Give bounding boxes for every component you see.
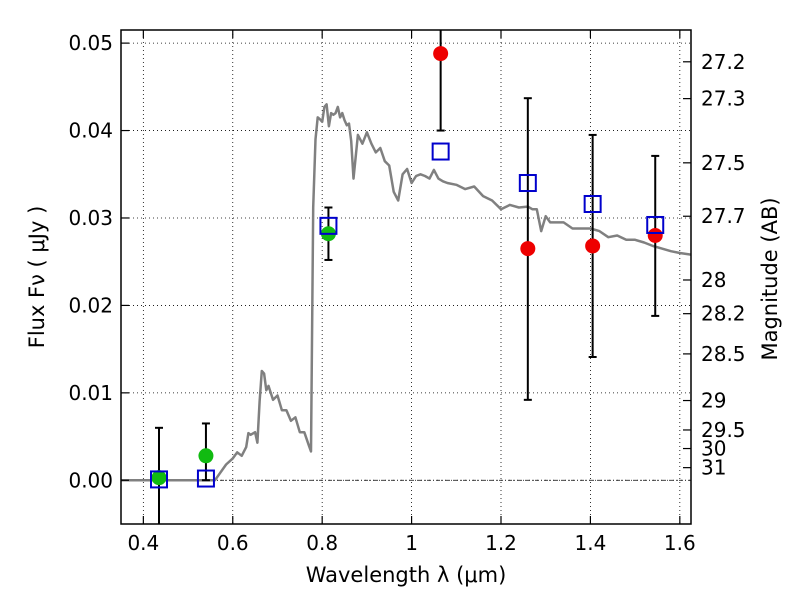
- x-axis-title: Wavelength λ (μm): [306, 563, 507, 587]
- x-tick-label-0: 0.4: [127, 531, 159, 555]
- x-tick-label-6: 1.6: [664, 531, 696, 555]
- filled_green-point-1: [198, 448, 214, 464]
- model-photometry-square-6: [646, 215, 665, 234]
- mag-tick-label-8: 29.5: [701, 418, 746, 442]
- mag-tick-label-5: 28.2: [701, 302, 746, 326]
- model-photometry-square-3: [431, 142, 450, 161]
- mag-tick-label-3: 27.7: [701, 204, 746, 228]
- model-photometry-square-0: [150, 470, 168, 489]
- filled_red-errorbar-0: [436, 30, 445, 132]
- plot-frame: [120, 29, 692, 525]
- mag-tick-label-0: 27.2: [701, 50, 746, 74]
- axis-ticks: 0.4 0.6 0.8 1 1.2 1.4 1.6 0.00 0.01 0.02 0.03 0.04 0…: [68, 30, 746, 555]
- filled_red-point-2: [585, 238, 601, 254]
- model-photometry-square-1: [196, 469, 215, 488]
- y2-axis-title: Magnitude (AB): [758, 197, 782, 360]
- mag-tick-label-6: 28.5: [701, 342, 746, 366]
- y-tick-label-5: 0.05: [68, 31, 113, 55]
- x-tick-label-3: 1: [405, 531, 418, 555]
- mag-tick-label-4: 28: [701, 268, 726, 292]
- filled_red-point-0: [433, 46, 449, 62]
- plot-area: [121, 30, 691, 524]
- x-tick-label-5: 1.4: [575, 531, 607, 555]
- filled_green-point-0: [151, 470, 167, 486]
- y-tick-label-3: 0.03: [68, 206, 113, 230]
- y-axis-title: Flux Fν ( μJy ): [25, 206, 49, 349]
- filled_red-point-3: [647, 227, 663, 243]
- y-tick-label-2: 0.02: [68, 293, 113, 317]
- mag-tick-label-1: 27.3: [701, 87, 746, 111]
- x-tick-label-1: 0.6: [217, 531, 249, 555]
- y-tick-label-1: 0.01: [68, 381, 113, 405]
- model-photometry-square-5: [583, 194, 602, 213]
- mag-tick-label-10: 31: [701, 456, 726, 480]
- x-tick-label-4: 1.2: [485, 531, 517, 555]
- model-photometry-square-2: [319, 216, 338, 235]
- model-photometry-square-4: [518, 174, 537, 193]
- y-tick-label-0: 0.00: [68, 468, 113, 492]
- mag-tick-label-9: 30: [701, 437, 726, 461]
- y-tick-label-4: 0.04: [68, 119, 113, 143]
- mag-tick-label-2: 27.5: [701, 151, 746, 175]
- model-spectrum-line: [121, 103, 691, 482]
- mag-tick-label-7: 29: [701, 389, 726, 413]
- x-tick-label-2: 0.8: [306, 531, 338, 555]
- filled_red-point-1: [520, 241, 536, 257]
